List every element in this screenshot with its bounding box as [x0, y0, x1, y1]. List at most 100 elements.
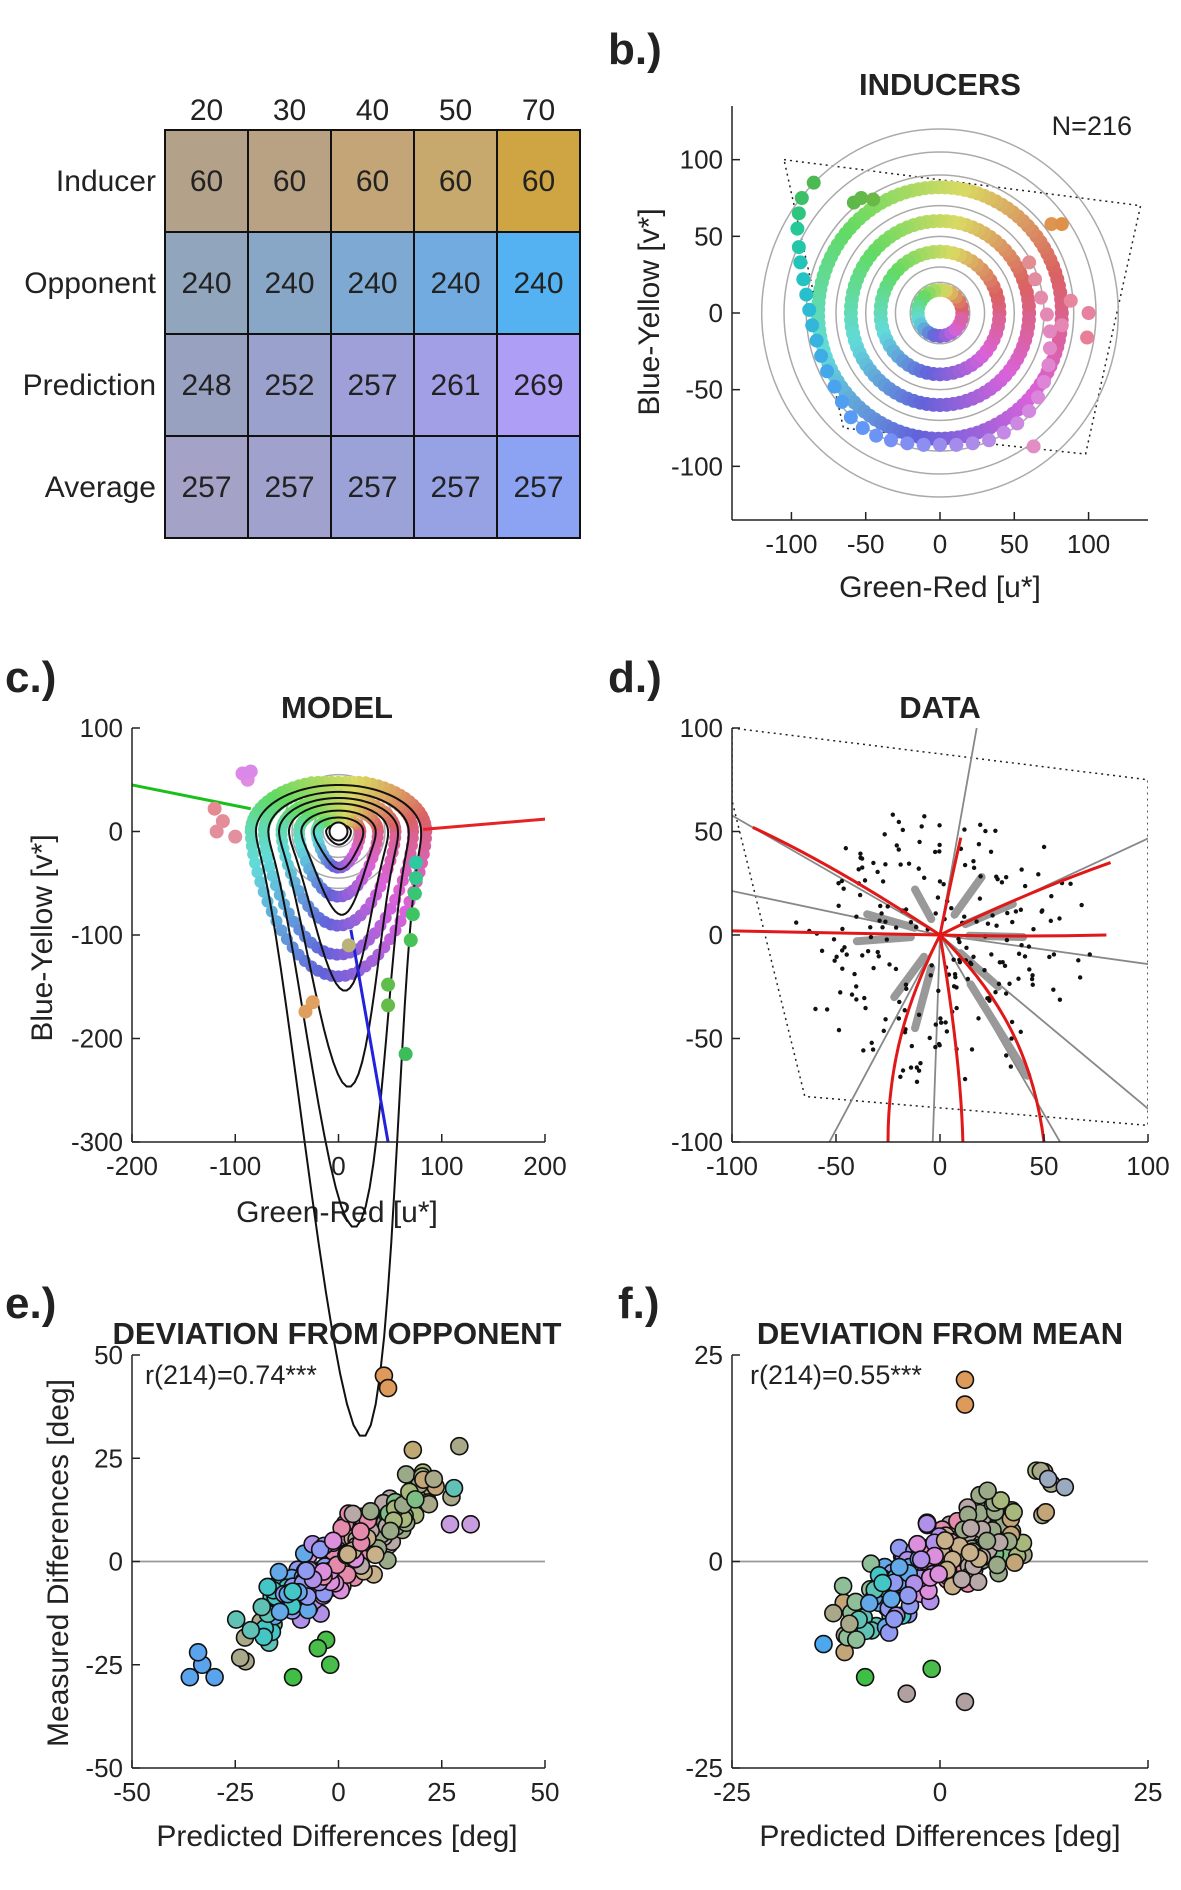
inducer-point — [1021, 312, 1036, 327]
deviation-point — [1038, 1469, 1058, 1489]
model-contour — [300, 809, 377, 916]
panel-e-y-tick-label: -50 — [85, 1753, 123, 1783]
data-point — [1068, 881, 1073, 886]
y-axis-label-e: Measured Differences [deg] — [42, 1379, 75, 1747]
data-point — [916, 1012, 922, 1017]
table-cell — [496, 435, 581, 539]
model-prediction-curve — [938, 837, 963, 936]
data-point — [1057, 997, 1063, 1002]
deviation-point — [403, 1440, 423, 1460]
data-point — [988, 849, 994, 854]
inducer-point — [809, 333, 824, 348]
inducer-point — [1080, 330, 1095, 345]
data-point — [894, 843, 899, 848]
inducer-point — [1041, 358, 1056, 373]
data-point — [1019, 942, 1024, 948]
panel-e-x-tick-label: 50 — [531, 1777, 560, 1807]
data-point — [1077, 975, 1083, 980]
data-point — [1030, 982, 1035, 987]
data-point — [897, 999, 902, 1005]
table-cell — [330, 435, 415, 539]
deviation-point — [889, 1557, 909, 1577]
inducer-point — [1031, 390, 1046, 405]
panel-b-inducers: b.) INDUCERS N=216 Green-Red [u*] Blue-Y… — [608, 25, 1148, 604]
panel-label-d: d.) — [608, 653, 662, 702]
table-cell-value: 60 — [522, 165, 555, 198]
deviation-point — [961, 1518, 981, 1538]
model-prediction-curve — [886, 934, 942, 1142]
panel-e-y-tick-label: 50 — [94, 1340, 123, 1370]
panel-f-y-tick-label: -25 — [685, 1753, 723, 1783]
panel-d-y-tick-label: -50 — [685, 1024, 723, 1054]
deviation-point — [873, 1573, 892, 1593]
inducer-point — [790, 221, 805, 236]
inducer-point — [1042, 341, 1057, 356]
data-point — [902, 1008, 907, 1013]
table-cell-value: 240 — [347, 267, 397, 300]
data-point — [971, 954, 976, 959]
panel-c-y-tick-label: -300 — [71, 1127, 123, 1157]
deviation-point — [884, 1609, 904, 1629]
data-point — [957, 960, 963, 965]
data-point — [1003, 1053, 1009, 1058]
data-point — [978, 874, 983, 879]
origin-marker — [328, 821, 349, 842]
data-point — [1004, 937, 1010, 943]
data-point — [1087, 952, 1092, 957]
data-point — [893, 925, 899, 930]
data-point — [900, 827, 906, 833]
data-point — [1047, 954, 1052, 960]
inducer-point — [1026, 439, 1041, 454]
data-point — [914, 1079, 920, 1085]
data-point — [906, 861, 912, 866]
panel-d-x-tick-label: 100 — [1126, 1151, 1169, 1181]
deviation-point — [1005, 1553, 1024, 1572]
model-point — [354, 829, 367, 842]
data-point — [842, 945, 847, 950]
data-point — [976, 1016, 981, 1021]
deviation-point — [960, 1543, 980, 1563]
data-point — [962, 827, 967, 832]
panel-d-x-tick-label: 50 — [1030, 1151, 1059, 1181]
data-point — [909, 1043, 915, 1049]
deviation-point — [241, 1620, 261, 1640]
panel-f-x-tick-label: -25 — [713, 1777, 751, 1807]
inducer-point — [794, 191, 809, 205]
x-axis-label-e: Predicted Differences [deg] — [156, 1820, 517, 1853]
panel-b-x-tick-label: 100 — [1067, 529, 1110, 559]
data-point — [913, 924, 919, 930]
mean-response-bar — [911, 885, 936, 924]
model-prediction-curve — [752, 825, 941, 937]
deviation-point — [440, 1515, 460, 1534]
data-point — [993, 828, 998, 833]
data-point — [933, 1022, 938, 1027]
table-cell — [164, 231, 249, 335]
panel-label-e: e.) — [5, 1279, 56, 1328]
data-point — [859, 856, 865, 861]
inducer-point — [834, 394, 849, 409]
model-point — [407, 886, 422, 901]
panel-e-x-tick-label: 25 — [427, 1777, 456, 1807]
data-point — [865, 948, 871, 954]
data-point — [896, 819, 902, 825]
deviation-point — [922, 1659, 941, 1679]
panel-d-y-tick-label: 50 — [694, 817, 723, 847]
data-point — [1051, 952, 1057, 957]
inducer-point — [1034, 290, 1049, 305]
data-point — [1003, 991, 1009, 996]
deviation-point — [846, 1630, 866, 1649]
table-cell-value: 257 — [264, 471, 314, 504]
inducer-point — [827, 379, 842, 394]
model-point — [406, 832, 419, 845]
data-point — [989, 952, 994, 957]
deviation-point — [814, 1634, 833, 1654]
data-point — [832, 958, 837, 963]
deviation-point — [987, 1555, 1007, 1575]
data-point — [1041, 844, 1047, 850]
data-point — [849, 992, 855, 997]
data-point — [997, 960, 1003, 965]
panel-b-y-tick-label: -50 — [685, 375, 723, 405]
model-point — [405, 907, 420, 922]
deviation-point — [381, 1521, 400, 1541]
opponent-axis-line — [349, 929, 390, 1143]
